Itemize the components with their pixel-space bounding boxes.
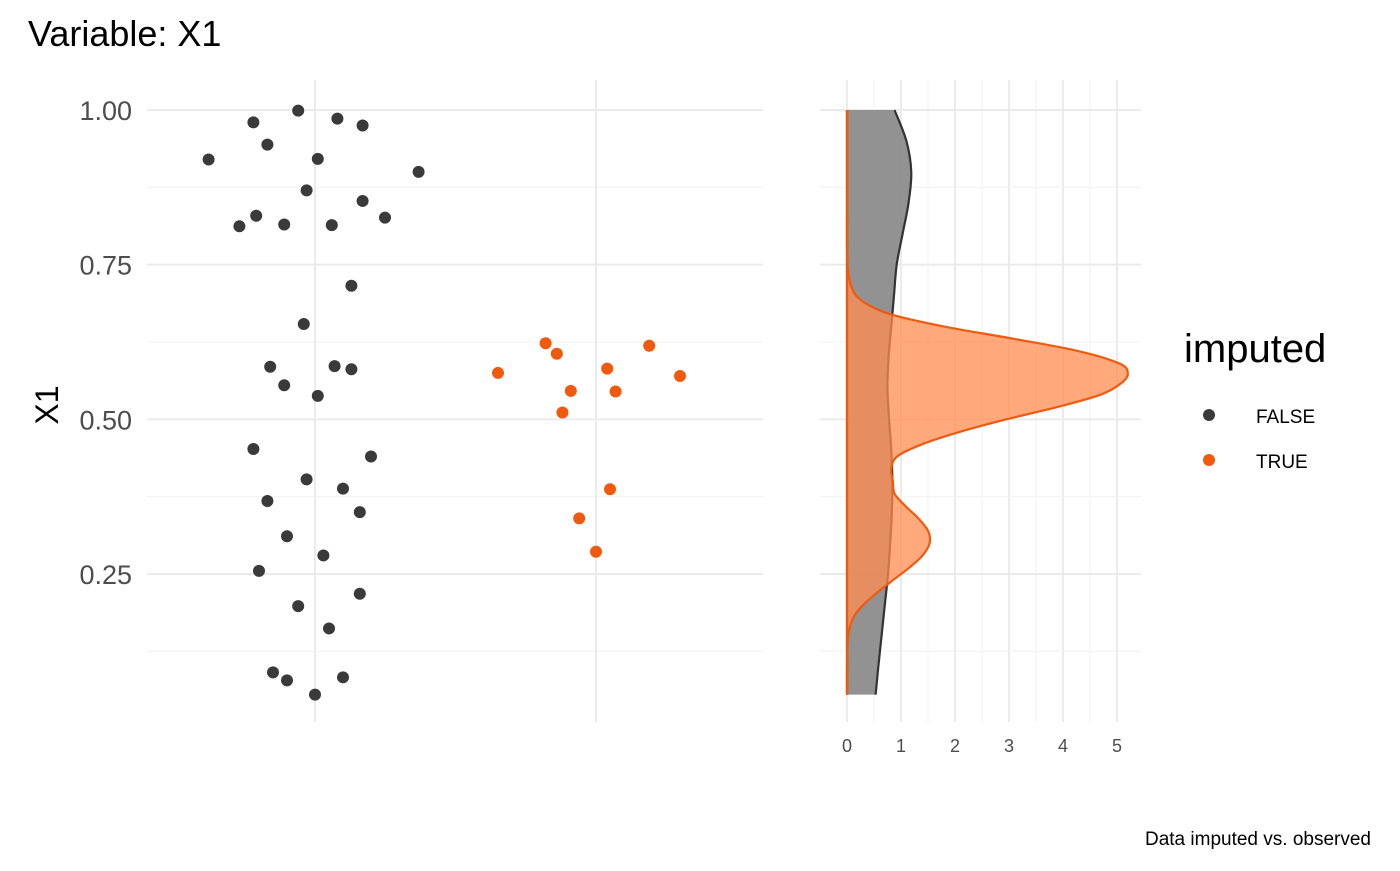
legend-label-false: FALSE	[1256, 407, 1315, 428]
data-point-observed	[281, 674, 293, 687]
x-tick-label: 0	[842, 736, 852, 756]
y-axis-label: X1	[29, 385, 65, 424]
data-point-observed	[292, 600, 305, 613]
x-tick-label: 3	[1004, 736, 1014, 756]
data-point-imputed	[643, 339, 656, 352]
data-point-imputed	[556, 406, 569, 419]
density-area-imputed	[846, 110, 1128, 695]
data-point-observed	[379, 211, 391, 224]
data-point-observed	[345, 279, 358, 292]
legend: imputed FALSE TRUE	[1184, 327, 1326, 473]
data-point-observed	[253, 564, 265, 577]
data-point-observed	[292, 104, 305, 117]
data-point-observed	[356, 119, 369, 132]
density-x-tick-labels: 0 1 2 3 4 5	[842, 736, 1122, 756]
data-point-imputed	[539, 337, 552, 350]
data-point-imputed	[564, 384, 577, 397]
strip-plot-grid	[147, 80, 763, 722]
x-tick-label: 4	[1058, 736, 1068, 756]
density-area-imputed-outline	[845, 110, 1129, 695]
data-point-observed	[300, 473, 313, 486]
y-tick-label: 0.75	[79, 251, 132, 281]
data-point-observed	[309, 688, 321, 701]
data-point-observed	[278, 379, 291, 392]
data-point-observed	[356, 194, 369, 207]
data-point-observed	[325, 219, 338, 232]
data-point-observed	[261, 494, 274, 507]
data-point-observed	[300, 184, 313, 197]
data-point-observed	[281, 530, 293, 543]
data-point-imputed	[590, 545, 602, 558]
data-point-imputed	[573, 512, 586, 525]
data-point-observed	[323, 622, 335, 635]
density-areas	[845, 109, 1129, 695]
data-point-observed	[250, 209, 263, 222]
data-point-observed	[297, 318, 310, 331]
data-point-observed	[337, 482, 349, 495]
data-point-observed	[337, 671, 349, 684]
data-point-imputed	[550, 347, 563, 360]
data-point-observed	[311, 152, 324, 165]
y-tick-label: 1.00	[79, 96, 132, 126]
data-point-observed	[345, 363, 358, 376]
data-point-observed	[311, 389, 324, 402]
data-point-observed	[202, 153, 215, 166]
data-point-observed	[365, 450, 377, 463]
y-tick-label: 0.25	[79, 560, 132, 590]
data-point-observed	[412, 165, 425, 178]
data-point-imputed	[609, 385, 622, 398]
legend-label-true: TRUE	[1256, 452, 1308, 473]
x-tick-label: 1	[896, 736, 906, 756]
strip-plot-points	[202, 104, 686, 701]
legend-title: imputed	[1184, 327, 1326, 371]
chart-title: Variable: X1	[28, 13, 221, 54]
data-point-observed	[278, 218, 291, 231]
data-point-observed	[264, 360, 277, 373]
legend-marker-false	[1203, 409, 1215, 421]
strip-y-tick-labels: 0.25 0.50 0.75 1.00	[79, 96, 132, 590]
data-point-observed	[247, 443, 260, 456]
data-point-observed	[328, 360, 341, 373]
data-point-imputed	[604, 483, 616, 496]
data-point-imputed	[674, 370, 686, 383]
data-point-observed	[317, 549, 330, 562]
legend-marker-true	[1203, 454, 1215, 466]
caption: Data imputed vs. observed	[1145, 829, 1371, 850]
data-point-imputed	[492, 366, 504, 379]
data-point-observed	[261, 138, 274, 151]
data-point-imputed	[601, 362, 614, 375]
y-tick-label: 0.50	[79, 405, 132, 435]
data-point-observed	[353, 587, 366, 600]
x-tick-label: 2	[950, 736, 960, 756]
data-point-observed	[267, 666, 279, 679]
data-point-observed	[233, 220, 246, 233]
data-point-observed	[247, 116, 260, 129]
data-point-observed	[353, 506, 366, 519]
data-point-observed	[331, 112, 344, 125]
x-tick-label: 5	[1112, 736, 1122, 756]
